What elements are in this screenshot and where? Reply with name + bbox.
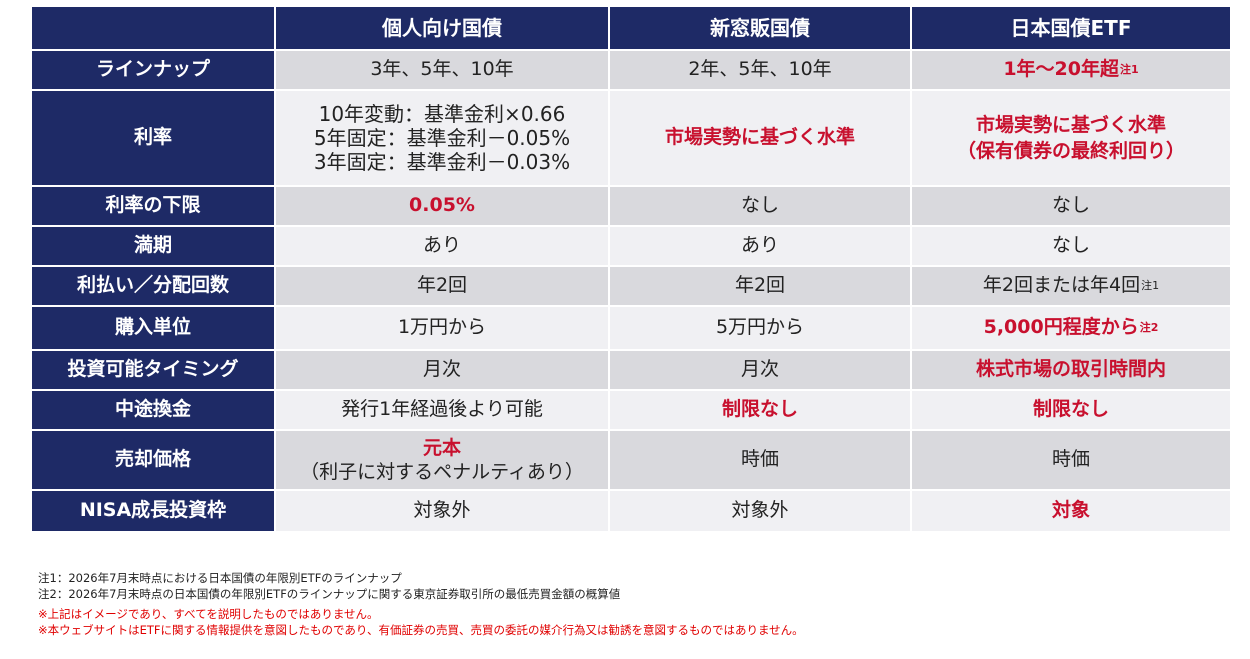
cell-sale-price-col2: 時価	[610, 431, 910, 489]
cell-rate-col2: 市場実勢に基づく水準	[610, 91, 910, 185]
row-label-timing: 投資可能タイミング	[32, 351, 274, 389]
cell-purchase-unit-col3: 5,000円程度から 注2	[912, 307, 1230, 349]
row-label-sale-price: 売却価格	[32, 431, 274, 489]
cell-timing-col3: 株式市場の取引時間内	[912, 351, 1230, 389]
cell-nisa-col3: 対象	[912, 491, 1230, 531]
cell-payouts-col1: 年2回	[276, 267, 608, 305]
row-label-maturity: 満期	[32, 227, 274, 265]
cell-rate-col3: 市場実勢に基づく水準 （保有債券の最終利回り）	[912, 91, 1230, 185]
cell-redemption-col1: 発行1年経過後より可能	[276, 391, 608, 429]
header-col-2: 新窓販国債	[610, 7, 910, 49]
cell-redemption-col2: 制限なし	[610, 391, 910, 429]
cell-timing-col1: 月次	[276, 351, 608, 389]
cell-rate-col1: 10年変動：基準金利×0.66 5年固定：基準金利－0.05% 3年固定：基準金…	[276, 91, 608, 185]
cell-lineup-col1: 3年、5年、10年	[276, 51, 608, 89]
cell-maturity-col1: あり	[276, 227, 608, 265]
row-label-rate-floor: 利率の下限	[32, 187, 274, 225]
cell-redemption-col3: 制限なし	[912, 391, 1230, 429]
footnote-2: 注2：2026年7月末時点の日本国債の年限別ETFのラインナップに関する東京証券…	[38, 587, 621, 601]
cell-rate-floor-col3: なし	[912, 187, 1230, 225]
cell-maturity-col3: なし	[912, 227, 1230, 265]
disclaimer-2: ※本ウェブサイトはETFに関する情報提供を意図したものであり、有価証券の売買、売…	[38, 623, 804, 637]
cell-payouts-col3: 年2回または年4回 注1	[912, 267, 1230, 305]
row-label-redemption: 中途換金	[32, 391, 274, 429]
row-label-purchase-unit: 購入単位	[32, 307, 274, 349]
cell-sale-price-col3: 時価	[912, 431, 1230, 489]
header-col-3: 日本国債ETF	[912, 7, 1230, 49]
header-corner	[32, 7, 274, 49]
cell-timing-col2: 月次	[610, 351, 910, 389]
row-label-lineup: ラインナップ	[32, 51, 274, 89]
disclaimer-1: ※上記はイメージであり、すべてを説明したものではありません。	[38, 607, 379, 621]
footnotes: 注1：2026年7月末時点における日本国債の年限別ETFのラインナップ 注2：2…	[38, 570, 1238, 638]
cell-purchase-unit-col1: 1万円から	[276, 307, 608, 349]
cell-purchase-unit-col2: 5万円から	[610, 307, 910, 349]
footnote-1: 注1：2026年7月末時点における日本国債の年限別ETFのラインナップ	[38, 571, 402, 585]
cell-lineup-col3: 1年～20年超 注1	[912, 51, 1230, 89]
comparison-table: 個人向け国債 新窓販国債 日本国債ETF ラインナップ 3年、5年、10年 2年…	[32, 7, 1230, 531]
cell-lineup-col2: 2年、5年、10年	[610, 51, 910, 89]
cell-nisa-col2: 対象外	[610, 491, 910, 531]
cell-sale-price-col1: 元本 （利子に対するペナルティあり）	[276, 431, 608, 489]
row-label-nisa: NISA成長投資枠	[32, 491, 274, 531]
cell-nisa-col1: 対象外	[276, 491, 608, 531]
header-col-1: 個人向け国債	[276, 7, 608, 49]
cell-payouts-col2: 年2回	[610, 267, 910, 305]
cell-rate-floor-col2: なし	[610, 187, 910, 225]
cell-rate-floor-col1: 0.05%	[276, 187, 608, 225]
cell-maturity-col2: あり	[610, 227, 910, 265]
row-label-payouts: 利払い／分配回数	[32, 267, 274, 305]
row-label-rate: 利率	[32, 91, 274, 185]
